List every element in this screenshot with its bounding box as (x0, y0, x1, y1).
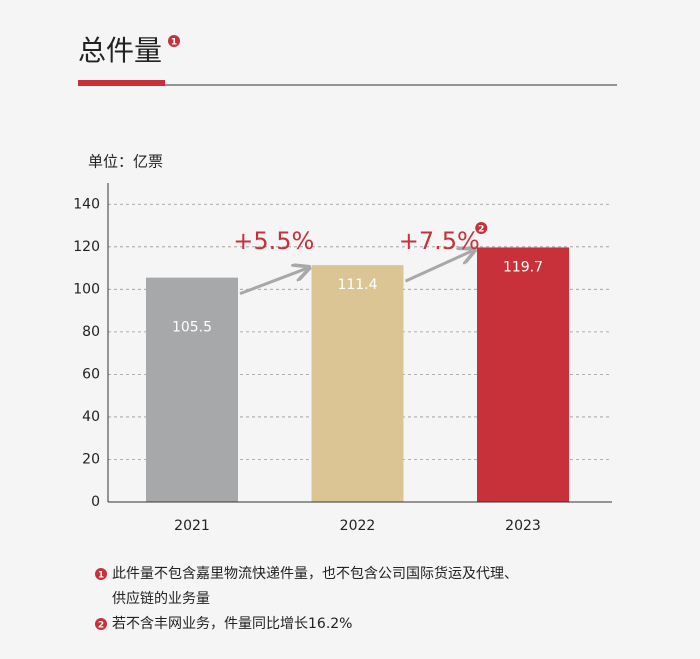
growth-arrow (239, 268, 308, 296)
note-number: 2 (98, 621, 104, 631)
y-tick-label: 80 (82, 324, 100, 340)
y-tick-label: 40 (82, 409, 100, 425)
value-label: 111.4 (337, 277, 377, 293)
y-tick-label: 60 (82, 366, 100, 382)
note-marker (475, 222, 488, 234)
value-label: 105.5 (172, 320, 212, 336)
unit-label: 单位：亿票 (88, 153, 163, 171)
note-text: 供应链的业务量 (112, 590, 210, 607)
growth-arrow (404, 250, 474, 283)
page-title: 总件量 (78, 34, 162, 67)
title-note: 1 (171, 38, 177, 48)
note-marker (95, 618, 107, 630)
value-label: 119.7 (503, 259, 543, 275)
y-tick-label: 120 (73, 239, 100, 255)
note-text: 若不含丰网业务，件量同比增长16.2% (112, 616, 352, 632)
bar (477, 247, 569, 502)
y-tick-label: 100 (73, 281, 100, 297)
note-text: 此件量不包含嘉里物流快递件量，也不包含公司国际货运及代理、 (112, 565, 518, 582)
bar (311, 265, 404, 502)
x-tick-label: 2023 (505, 518, 541, 534)
note-marker (168, 35, 180, 47)
x-tick-label: 2022 (340, 518, 376, 534)
y-tick-label: 20 (82, 451, 100, 467)
growth-label: +7.5% (399, 227, 480, 255)
note-marker (95, 568, 107, 580)
note-number: 1 (98, 571, 104, 581)
growth-note: 2 (478, 225, 484, 235)
x-tick-label: 2021 (174, 518, 210, 534)
y-tick-label: 0 (91, 494, 100, 510)
y-tick-label: 140 (73, 196, 100, 212)
title-accent (78, 80, 165, 86)
bar (146, 277, 238, 502)
growth-label: +5.5% (233, 227, 314, 255)
